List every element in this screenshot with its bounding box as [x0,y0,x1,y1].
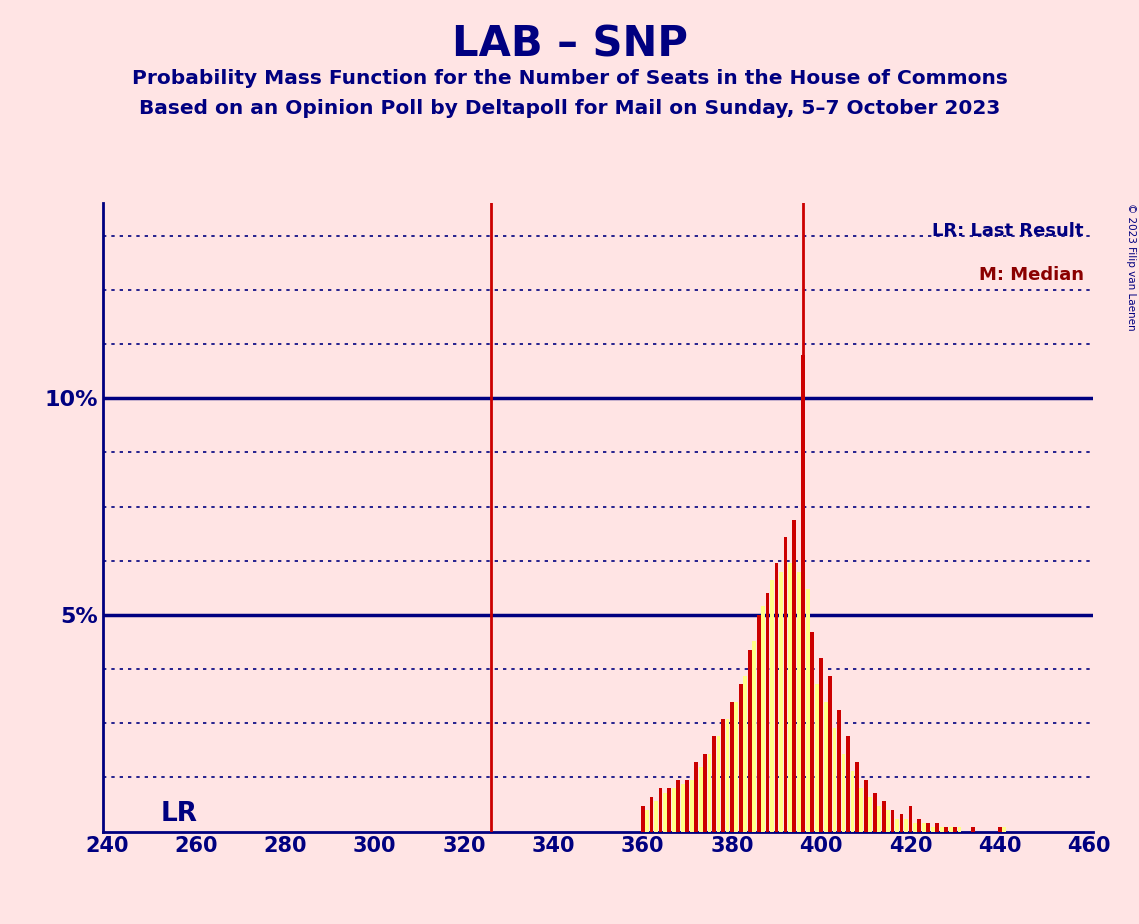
Bar [921,823,926,832]
Bar [872,793,877,832]
Bar [931,827,935,832]
Bar [851,771,854,832]
Bar [891,810,894,832]
Bar [649,796,654,832]
Bar [882,801,885,832]
Bar [739,685,743,832]
Bar [860,788,863,832]
Bar [842,754,845,832]
Bar [756,615,761,832]
Bar [900,814,903,832]
Bar [726,719,729,832]
Bar [935,823,940,832]
Text: LR: Last Result: LR: Last Result [932,222,1083,240]
Bar [846,736,850,832]
Bar [806,589,810,832]
Text: © 2023 Filip van Laenen: © 2023 Filip van Laenen [1126,203,1136,331]
Bar [686,780,689,832]
Bar [658,788,663,832]
Bar [958,827,961,832]
Bar [998,827,1001,832]
Bar [698,767,703,832]
Bar [641,806,645,832]
Bar [707,754,712,832]
Bar [949,827,952,832]
Bar [695,762,698,832]
Text: M: Median: M: Median [978,266,1083,284]
Bar [784,537,787,832]
Bar [730,701,734,832]
Bar [765,593,770,832]
Bar [802,355,805,832]
Bar [909,806,912,832]
Bar [868,796,872,832]
Bar [761,606,765,832]
Bar [770,580,775,832]
Bar [819,658,823,832]
Bar [814,685,819,832]
Bar [913,823,917,832]
Bar [797,572,801,832]
Bar [645,810,649,832]
Bar [667,788,671,832]
Text: Probability Mass Function for the Number of Seats in the House of Commons: Probability Mass Function for the Number… [132,69,1007,89]
Bar [833,727,836,832]
Bar [779,572,782,832]
Bar [672,788,675,832]
Bar [917,819,921,832]
Bar [735,701,738,832]
Bar [953,827,957,832]
Bar [877,806,882,832]
Bar [752,641,756,832]
Bar [721,719,724,832]
Bar [716,736,720,832]
Bar [690,780,694,832]
Text: LAB – SNP: LAB – SNP [451,23,688,65]
Bar [1002,827,1006,832]
Bar [855,762,859,832]
Bar [712,736,716,832]
Bar [663,793,666,832]
Bar [940,827,943,832]
Bar [823,701,828,832]
Bar [793,519,796,832]
Bar [681,784,685,832]
Bar [828,675,831,832]
Bar [972,827,975,832]
Bar [895,819,899,832]
Bar [775,563,778,832]
Bar [703,754,707,832]
Bar [654,801,658,832]
Bar [748,650,752,832]
Bar [944,827,948,832]
Bar [926,823,931,832]
Bar [677,780,680,832]
Bar [904,819,908,832]
Bar [837,711,841,832]
Bar [744,675,747,832]
Bar [886,810,890,832]
Text: LR: LR [161,801,197,827]
Bar [788,563,792,832]
Bar [810,632,814,832]
Text: Based on an Opinion Poll by Deltapoll for Mail on Sunday, 5–7 October 2023: Based on an Opinion Poll by Deltapoll fo… [139,99,1000,118]
Bar [863,780,868,832]
